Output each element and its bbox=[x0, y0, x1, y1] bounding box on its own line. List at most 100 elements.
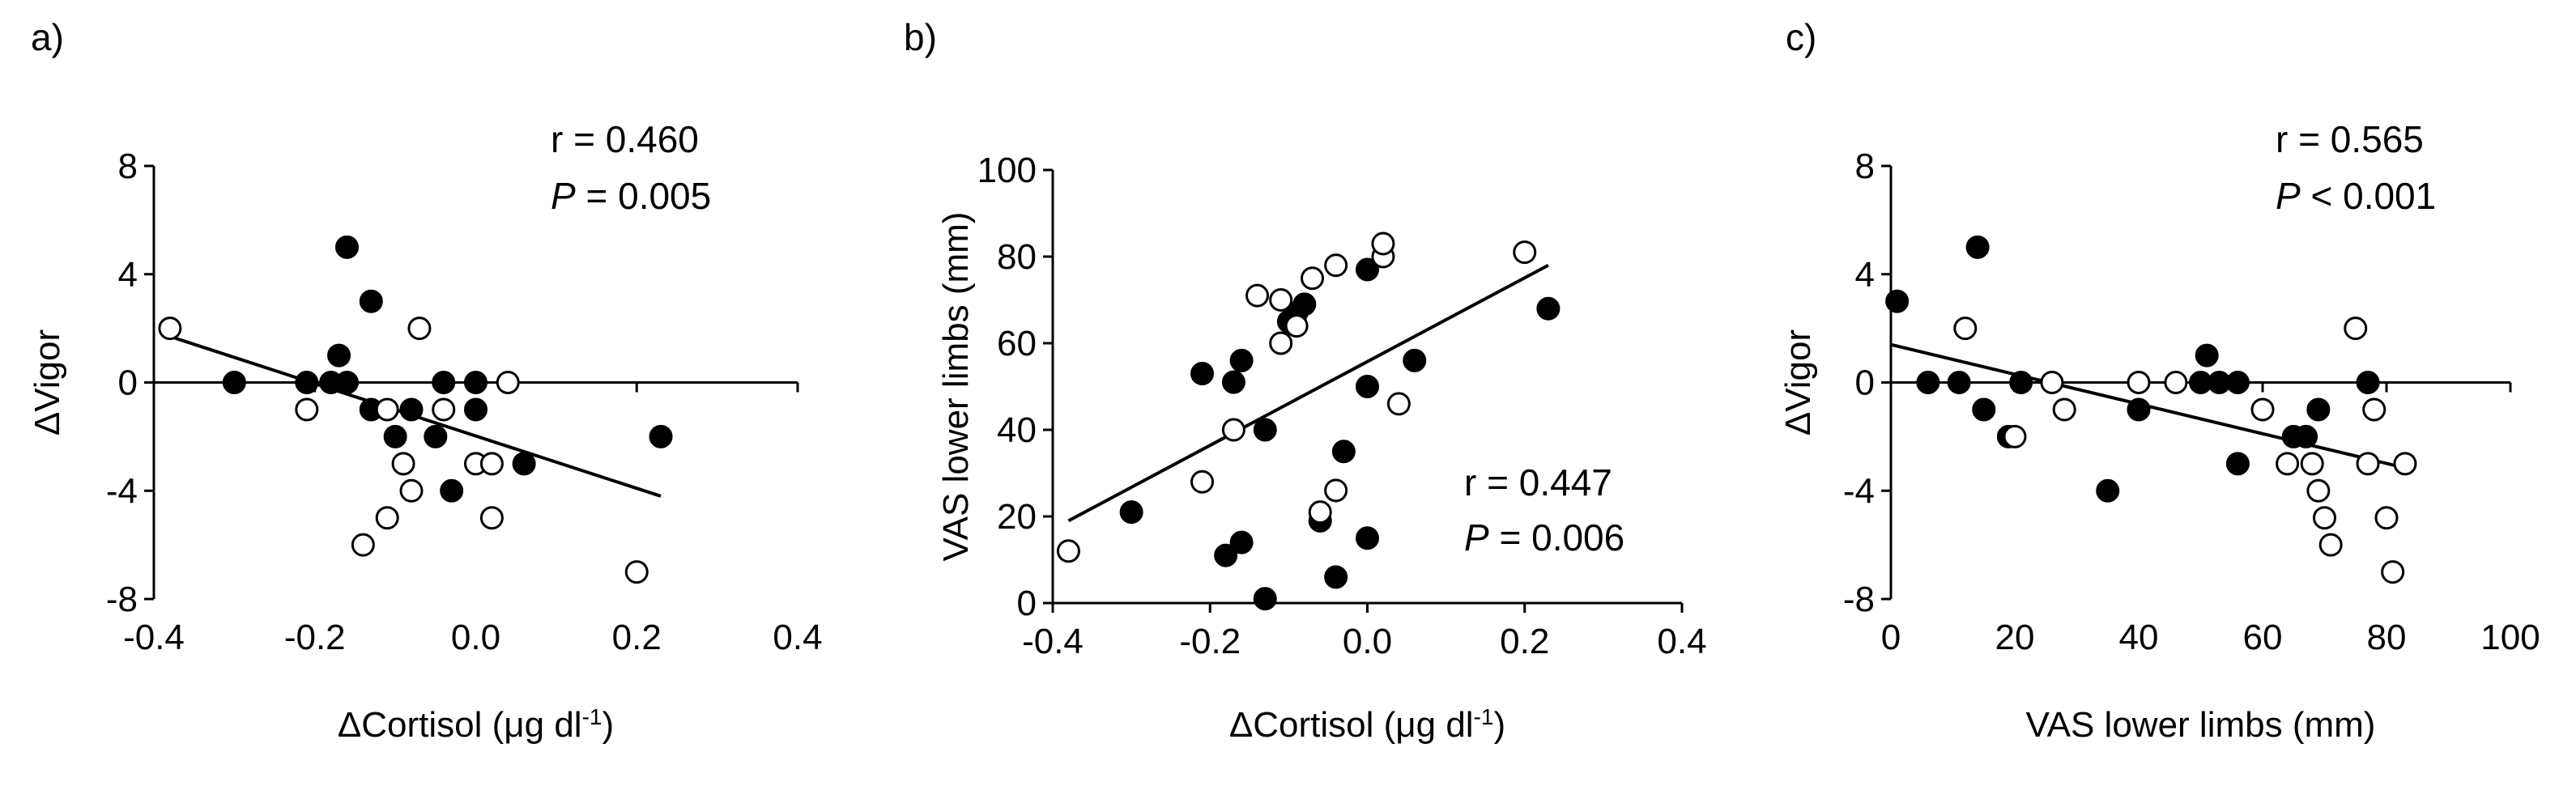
data-point-open bbox=[375, 506, 399, 530]
data-point-open bbox=[2344, 317, 2368, 341]
data-point-filled bbox=[2306, 397, 2331, 422]
panel-label: b) bbox=[904, 16, 937, 58]
stat-p-symbol: P bbox=[1464, 516, 1489, 559]
data-point-filled bbox=[1885, 289, 1910, 313]
data-point-filled bbox=[359, 289, 383, 313]
data-point-filled bbox=[335, 371, 359, 394]
data-point-open bbox=[2393, 452, 2417, 476]
y-tick-label: -8 bbox=[106, 580, 138, 619]
data-point-filled bbox=[1229, 348, 1254, 372]
y-tick-label: 60 bbox=[997, 324, 1037, 363]
y-tick-label: -8 bbox=[1843, 580, 1875, 619]
x-axis-title-superscript: -1 bbox=[582, 704, 602, 729]
stat-p-value: = 0.005 bbox=[576, 175, 712, 217]
data-point-open bbox=[1269, 288, 1293, 312]
data-point-filled bbox=[1403, 348, 1427, 372]
data-point-open bbox=[158, 317, 182, 341]
stat-p-value: < 0.001 bbox=[2301, 175, 2437, 217]
data-point-filled bbox=[2225, 452, 2250, 476]
y-tick-label: 100 bbox=[977, 151, 1037, 190]
data-point-open bbox=[1308, 500, 1332, 525]
data-point-open bbox=[2040, 371, 2064, 394]
data-point-open bbox=[2300, 452, 2324, 476]
y-tick-label: -4 bbox=[1843, 471, 1875, 511]
data-point-open bbox=[2381, 560, 2405, 584]
stat-p: P = 0.006 bbox=[1464, 516, 1624, 559]
data-point-filled bbox=[2225, 371, 2250, 394]
y-axis-title: ΔVigor bbox=[28, 329, 67, 435]
data-point-filled bbox=[1190, 361, 1215, 385]
data-point-filled bbox=[1253, 587, 1277, 611]
data-point-open bbox=[479, 506, 504, 530]
trend-line bbox=[1067, 263, 1549, 523]
y-tick-label: 4 bbox=[118, 255, 138, 295]
data-point-filled bbox=[2009, 371, 2033, 394]
data-point-open bbox=[496, 371, 520, 394]
data-point-open bbox=[391, 452, 415, 476]
data-point-filled bbox=[1972, 397, 1996, 422]
y-axis-title: VAS lower limbs (mm) bbox=[936, 212, 976, 562]
data-point-open bbox=[1324, 253, 1348, 278]
data-point-filled bbox=[2294, 424, 2318, 448]
data-point-open bbox=[1190, 469, 1215, 494]
data-point-filled bbox=[464, 397, 488, 422]
data-point-filled bbox=[222, 371, 246, 394]
data-point-filled bbox=[1916, 371, 1940, 394]
data-point-open bbox=[407, 317, 432, 341]
y-tick-label: -4 bbox=[106, 471, 138, 511]
chart-panel-1: a) -8 -4 0 4 8 -0.4 -0.2 0.0 0.2 0.4 ΔCortisol (μg … bbox=[28, 16, 823, 745]
data-point-filled bbox=[1356, 257, 1379, 282]
data-point-open bbox=[432, 397, 456, 422]
data-point-filled bbox=[383, 424, 407, 448]
data-point-filled bbox=[512, 452, 536, 476]
x-tick-label: 0.0 bbox=[451, 618, 500, 657]
data-point-filled bbox=[399, 397, 424, 422]
data-point-open bbox=[1284, 314, 1309, 338]
data-point-open bbox=[2313, 506, 2336, 530]
data-point-open bbox=[2356, 452, 2380, 476]
data-point-filled bbox=[335, 235, 359, 259]
data-point-filled bbox=[1229, 530, 1254, 554]
data-point-open bbox=[1056, 539, 1080, 563]
x-axis-title: ΔCortisol (μg dl-1) bbox=[1229, 704, 1505, 746]
data-point-filled bbox=[1331, 440, 1356, 464]
y-tick-label: 80 bbox=[997, 237, 1037, 277]
y-tick-label: 0 bbox=[118, 363, 138, 403]
data-point-open bbox=[351, 533, 375, 557]
x-tick-label: -0.4 bbox=[1022, 622, 1084, 661]
data-point-filled bbox=[1536, 296, 1561, 321]
x-tick-label: 40 bbox=[2119, 618, 2159, 657]
data-point-filled bbox=[440, 478, 464, 503]
data-point-open bbox=[479, 452, 504, 476]
x-tick-label: -0.2 bbox=[1179, 622, 1241, 661]
stat-r: r = 0.460 bbox=[551, 118, 699, 160]
data-point-filled bbox=[2096, 478, 2120, 503]
data-point-filled bbox=[1356, 526, 1379, 550]
panel-label: a) bbox=[31, 16, 64, 58]
stat-p: P < 0.001 bbox=[2276, 175, 2436, 217]
data-point-open bbox=[2318, 533, 2343, 557]
data-point-open bbox=[1221, 418, 1245, 442]
x-tick-label: 0.0 bbox=[1343, 622, 1392, 661]
x-tick-label: -0.2 bbox=[284, 618, 346, 657]
data-point-filled bbox=[1292, 292, 1317, 317]
data-point-open bbox=[2276, 452, 2300, 476]
y-tick-label: 4 bbox=[1855, 255, 1875, 295]
data-point-filled bbox=[295, 371, 319, 394]
data-point-filled bbox=[1253, 418, 1277, 442]
data-point-filled bbox=[1119, 500, 1143, 525]
data-point-filled bbox=[1356, 375, 1379, 398]
y-tick-label: 8 bbox=[1855, 147, 1875, 186]
stat-p-symbol: P bbox=[551, 175, 576, 217]
x-tick-label: 60 bbox=[2243, 618, 2283, 657]
chart-panel-2: b) 0 20 40 60 80 100 -0.4 -0.2 0.0 0.2 0.4 ΔCortisol… bbox=[904, 16, 1707, 745]
stat-r: r = 0.447 bbox=[1464, 461, 1612, 503]
data-point-filled bbox=[464, 371, 488, 394]
stat-p-symbol: P bbox=[2276, 175, 2301, 217]
data-point-filled bbox=[424, 424, 448, 448]
stat-p-value: = 0.006 bbox=[1489, 516, 1625, 559]
x-tick-label: 80 bbox=[2367, 618, 2407, 657]
y-tick-label: 20 bbox=[997, 497, 1037, 537]
